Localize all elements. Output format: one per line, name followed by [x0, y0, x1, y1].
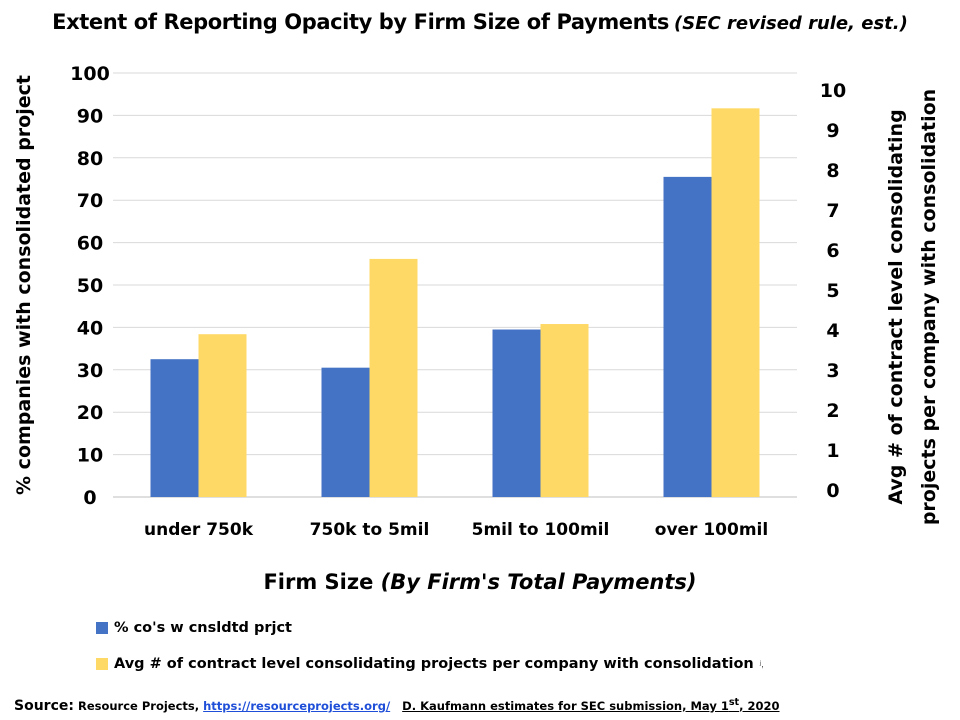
right-tick-label: 7	[826, 200, 839, 222]
source-credit-text: D. Kaufmann estimates for SEC submission…	[402, 698, 729, 713]
left-tick-label: 90	[77, 105, 103, 127]
left-axis-ticks: 0 10 20 30 40 50 60 70 80 90 100	[70, 63, 110, 509]
chart-title-sub: (SEC revised rule, est.)	[674, 13, 908, 34]
left-tick-label: 50	[77, 275, 103, 297]
category-label: 750k to 5mil	[310, 520, 430, 540]
right-tick-label: 8	[826, 160, 839, 182]
source-note: Source: Resource Projects, https://resou…	[14, 697, 780, 714]
bars	[150, 108, 760, 497]
legend-swatch-series1	[96, 622, 108, 634]
source-link[interactable]: https://resourceprojects.org/	[203, 698, 391, 713]
source-credit-date: , 2020	[739, 698, 780, 713]
bar-series2-3	[711, 108, 760, 497]
source-credit: D. Kaufmann estimates for SEC submission…	[402, 697, 780, 713]
x-axis-title: Firm Size (By Firm's Total Payments)	[0, 570, 960, 594]
source-text: Resource Projects,	[73, 698, 204, 713]
bar-series2-2	[540, 324, 589, 497]
source-credit-sup: st	[728, 697, 740, 708]
x-axis-title-main: Firm Size	[263, 570, 381, 594]
legend-item-series2: Avg # of contract level consolidating pr…	[96, 652, 764, 676]
legend: % co's w cnsldtd prjct Avg # of contract…	[96, 616, 764, 688]
bar-chart: 0 10 20 30 40 50 60 70 80 90 100 0 1 2 3 4 5 6 7 8 9 10 unde…	[13, 63, 940, 540]
left-axis-title: % companies with consolidated project	[13, 75, 35, 495]
legend-item-series1: % co's w cnsldtd prjct	[96, 616, 764, 640]
bar-series1-2	[492, 329, 541, 497]
left-tick-label: 30	[77, 360, 103, 382]
left-tick-label: 40	[77, 317, 103, 339]
x-axis-title-italic: (By Firm's Total Payments)	[380, 570, 697, 594]
left-tick-label: 60	[77, 233, 103, 255]
category-label: under 750k	[144, 520, 254, 540]
category-label: over 100mil	[655, 520, 768, 540]
right-tick-label: 6	[826, 240, 839, 262]
right-tick-label: 1	[826, 440, 839, 462]
category-labels: under 750k 750k to 5mil 5mil to 100mil over…	[144, 520, 768, 540]
bar-series1-1	[321, 367, 370, 497]
right-axis-ticks: 0 1 2 3 4 5 6 7 8 9 10	[820, 80, 846, 502]
bar-series2-1	[369, 258, 418, 497]
chart-title-main: Extent of Reporting Opacity by Firm Size…	[52, 10, 669, 34]
right-tick-label: 10	[820, 80, 846, 102]
right-tick-label: 9	[826, 120, 839, 142]
right-tick-label: 2	[826, 400, 839, 422]
category-label: 5mil to 100mil	[472, 520, 610, 540]
right-axis-title-line-2: projects per company with consolidation	[918, 89, 940, 525]
source-label: Source:	[14, 697, 74, 714]
right-tick-label: 3	[826, 360, 839, 382]
left-tick-label: 70	[77, 190, 103, 212]
bar-series1-0	[150, 359, 199, 497]
legend-label-series1: % co's w cnsldtd prjct	[114, 620, 292, 636]
bar-series1-3	[663, 176, 712, 497]
legend-label-series2: Avg # of contract level consolidating pr…	[114, 656, 754, 672]
left-tick-label: 0	[83, 487, 96, 509]
legend-mark: ʲ,	[759, 659, 764, 669]
chart-title: Extent of Reporting Opacity by Firm Size…	[0, 10, 960, 34]
left-tick-label: 100	[70, 63, 110, 85]
left-tick-label: 20	[77, 402, 103, 424]
right-tick-label: 5	[826, 280, 839, 302]
right-tick-label: 4	[826, 320, 839, 342]
left-tick-label: 80	[77, 148, 103, 170]
bar-series2-0	[198, 334, 247, 497]
right-tick-label: 0	[826, 480, 839, 502]
right-axis-title-line-1: Avg # of contract level consolidating	[885, 109, 907, 504]
left-tick-label: 10	[77, 445, 103, 467]
legend-swatch-series2	[96, 658, 108, 670]
